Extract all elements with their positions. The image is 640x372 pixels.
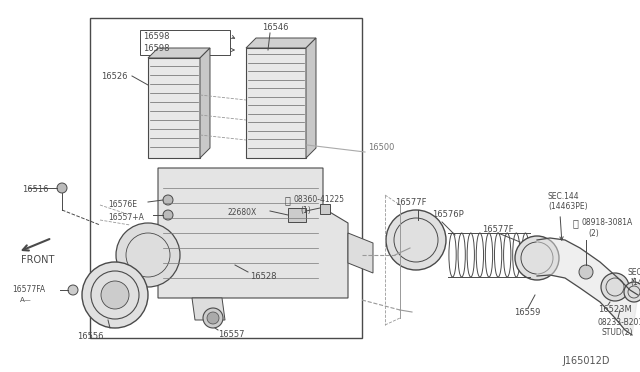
Circle shape (163, 210, 173, 220)
Text: 16598: 16598 (143, 32, 170, 41)
Circle shape (601, 273, 629, 301)
Polygon shape (306, 38, 316, 158)
Text: SEC.144: SEC.144 (628, 268, 640, 277)
Bar (90, 18, 362, 338)
Text: 16557+A: 16557+A (108, 213, 144, 222)
Circle shape (203, 308, 223, 328)
Text: (1441): (1441) (630, 278, 640, 287)
Text: A—: A— (20, 297, 32, 303)
Polygon shape (158, 168, 348, 298)
Circle shape (101, 281, 129, 309)
Text: 16546: 16546 (262, 23, 289, 32)
Circle shape (116, 223, 180, 287)
Text: 08918-3081A: 08918-3081A (581, 218, 632, 227)
Text: Ⓞ: Ⓞ (285, 195, 291, 205)
Text: 16516: 16516 (22, 185, 49, 194)
Bar (148, 58, 200, 158)
Text: 16576E: 16576E (108, 200, 137, 209)
Polygon shape (348, 233, 373, 273)
Text: Ⓞ: Ⓞ (573, 218, 579, 228)
Bar (320, 204, 330, 214)
Circle shape (163, 195, 173, 205)
Text: 16557: 16557 (218, 330, 244, 339)
Text: 16526: 16526 (101, 72, 127, 81)
Polygon shape (200, 48, 210, 158)
Bar (140, 30, 230, 55)
Text: 16523M: 16523M (598, 305, 632, 314)
Circle shape (68, 285, 78, 295)
Bar (246, 48, 306, 158)
Text: 16556: 16556 (77, 332, 103, 341)
Circle shape (207, 312, 219, 324)
Text: 16576P: 16576P (432, 210, 464, 219)
Text: 16577FA: 16577FA (12, 285, 45, 294)
Circle shape (57, 183, 67, 193)
Text: STUD(2): STUD(2) (601, 328, 632, 337)
Circle shape (579, 265, 593, 279)
Text: 16500: 16500 (368, 144, 394, 153)
Polygon shape (192, 298, 225, 320)
Text: J165012D: J165012D (563, 356, 610, 366)
Text: 22680X: 22680X (228, 208, 257, 217)
Bar (288, 208, 306, 222)
Text: 16577F: 16577F (482, 225, 513, 234)
Text: (1): (1) (300, 206, 311, 215)
Text: 16598: 16598 (143, 44, 170, 53)
Text: (14463PE): (14463PE) (548, 202, 588, 211)
Text: FRONT: FRONT (21, 255, 54, 265)
Text: 08233-B2010: 08233-B2010 (597, 318, 640, 327)
Circle shape (624, 282, 640, 302)
Circle shape (386, 210, 446, 270)
Polygon shape (537, 238, 638, 335)
Text: 08360-41225: 08360-41225 (294, 195, 345, 204)
Text: SEC.144: SEC.144 (548, 192, 580, 201)
Circle shape (82, 262, 148, 328)
Text: 16577F: 16577F (395, 198, 426, 207)
Text: (2): (2) (588, 229, 599, 238)
Text: 16528: 16528 (250, 272, 276, 281)
Polygon shape (246, 38, 316, 48)
Text: 16559: 16559 (514, 308, 540, 317)
Circle shape (515, 236, 559, 280)
Polygon shape (148, 48, 210, 58)
